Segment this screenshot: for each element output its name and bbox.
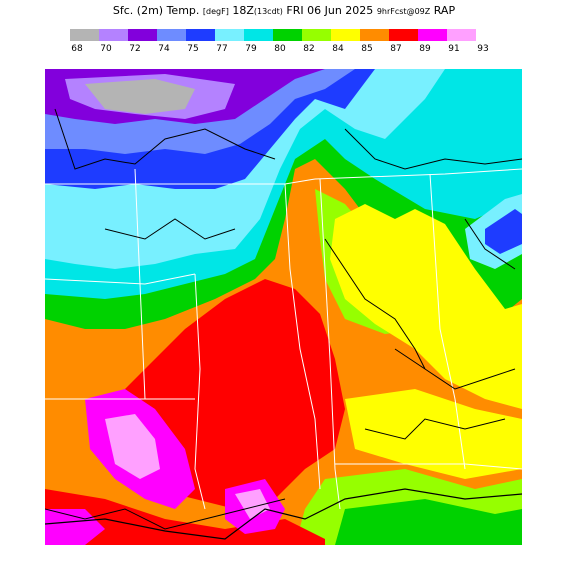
legend-swatch (244, 29, 273, 41)
map-title: Sfc. (2m) Temp. [degF] 18Z(13cdt) FRI 06… (112, 4, 456, 17)
contour-lines (45, 108, 522, 530)
legend-swatch (418, 29, 447, 41)
legend-tick-label: 74 (158, 44, 170, 54)
legend-tick-labels: 68 70 72 74 75 77 79 80 82 84 85 87 89 91 93 (0, 44, 568, 56)
legend-swatch (157, 29, 186, 41)
legend-swatch (273, 29, 302, 41)
legend-swatch (331, 29, 360, 41)
legend-swatch (302, 29, 331, 41)
temp-zone-68 (85, 79, 195, 114)
temp-zone-84 (330, 204, 522, 409)
state-boundaries (45, 168, 522, 510)
legend-tick-label: 82 (303, 44, 315, 54)
temp-zone-84-south (345, 389, 522, 479)
legend-tick-label: 80 (274, 44, 286, 54)
color-legend (70, 29, 476, 41)
legend-swatch (128, 29, 157, 41)
legend-swatch (389, 29, 418, 41)
legend-tick-label: 87 (390, 44, 402, 54)
legend-tick-label: 70 (100, 44, 112, 54)
legend-tick-label: 79 (245, 44, 257, 54)
legend-tick-label: 84 (332, 44, 344, 54)
legend-tick-label: 91 (448, 44, 460, 54)
legend-swatch (215, 29, 244, 41)
legend-tick-label: 93 (477, 44, 489, 54)
temp-zone-91 (105, 414, 160, 479)
legend-tick-label: 85 (361, 44, 373, 54)
legend-swatch (99, 29, 128, 41)
legend-swatch (186, 29, 215, 41)
legend-tick-label: 77 (216, 44, 228, 54)
legend-swatch (447, 29, 476, 41)
legend-tick-label: 89 (419, 44, 431, 54)
legend-swatch (70, 29, 99, 41)
legend-tick-label: 75 (187, 44, 199, 54)
temp-zone-80-coast (335, 499, 522, 545)
temp-zone-74-east (485, 209, 522, 254)
legend-tick-label: 68 (71, 44, 83, 54)
legend-swatch (360, 29, 389, 41)
temperature-map (45, 69, 522, 545)
coastline (45, 488, 522, 540)
legend-tick-label: 72 (129, 44, 141, 54)
